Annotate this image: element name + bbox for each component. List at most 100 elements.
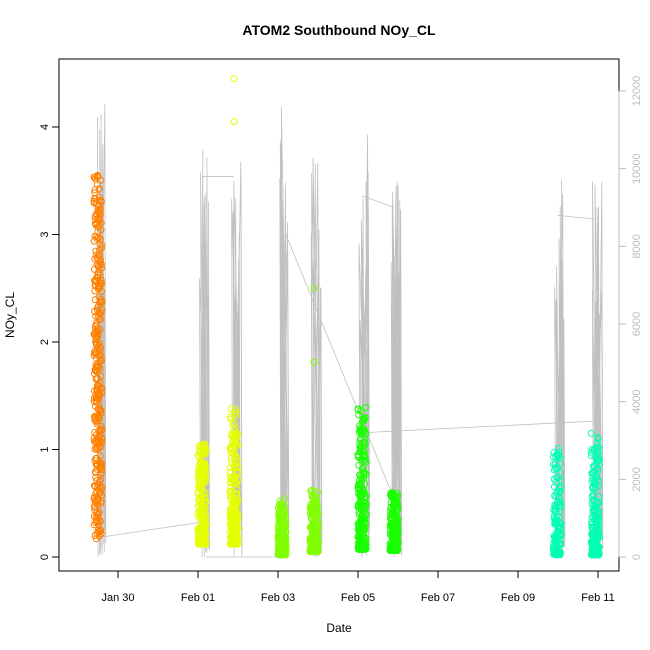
data-point xyxy=(390,547,398,554)
data-point xyxy=(95,433,103,441)
y-tick-label: 3 xyxy=(39,231,51,237)
data-point xyxy=(587,538,595,546)
data-point xyxy=(96,299,104,307)
data-point xyxy=(227,505,235,513)
data-point xyxy=(360,468,367,476)
data-point xyxy=(590,490,598,498)
data-point xyxy=(309,527,317,535)
data-point xyxy=(202,498,210,506)
data-point xyxy=(231,479,239,487)
data-point xyxy=(555,452,562,460)
data-point xyxy=(92,394,100,402)
altitude-connector xyxy=(362,420,596,434)
data-point xyxy=(98,280,106,288)
data-point xyxy=(356,436,364,444)
data-point xyxy=(97,462,105,470)
data-point xyxy=(306,547,314,555)
data-point xyxy=(361,456,369,464)
y-tick-label: 2 xyxy=(39,339,51,345)
x-axis-label: Date xyxy=(326,621,352,635)
data-point xyxy=(550,449,558,457)
data-point xyxy=(552,549,560,557)
data-point xyxy=(92,210,100,218)
y-tick-label: 4 xyxy=(39,124,51,130)
data-point xyxy=(94,271,102,279)
data-point xyxy=(93,173,101,180)
data-point xyxy=(97,176,105,184)
data-point xyxy=(307,487,315,495)
data-point xyxy=(98,425,106,433)
data-point xyxy=(91,232,99,240)
data-point xyxy=(588,446,596,454)
data-point xyxy=(552,546,560,554)
data-point xyxy=(357,444,364,452)
data-point xyxy=(97,344,105,352)
data-point xyxy=(282,521,290,529)
x-tick-label: Feb 01 xyxy=(181,592,215,604)
data-point xyxy=(92,339,100,347)
data-point xyxy=(98,439,106,446)
data-point xyxy=(557,532,565,539)
data-point xyxy=(197,511,205,518)
data-point xyxy=(230,118,238,126)
data-point xyxy=(275,507,283,515)
data-point xyxy=(593,439,601,447)
data-point xyxy=(232,408,239,416)
data-point xyxy=(308,525,316,533)
data-point xyxy=(556,501,564,509)
data-point xyxy=(387,491,394,498)
data-point xyxy=(95,359,103,367)
x-tick-label: Feb 05 xyxy=(341,592,375,604)
x-tick-label: Feb 11 xyxy=(581,592,614,604)
y-tick-label: 1 xyxy=(39,446,51,452)
data-point xyxy=(356,517,364,525)
data-point xyxy=(390,490,397,498)
data-point xyxy=(594,514,602,522)
data-point xyxy=(228,432,236,440)
data-point xyxy=(90,197,98,205)
data-point xyxy=(275,504,282,512)
data-point xyxy=(393,514,400,522)
data-point xyxy=(557,476,565,484)
data-point xyxy=(95,193,103,201)
altitude-trace xyxy=(97,104,604,558)
data-point xyxy=(201,525,209,533)
data-point xyxy=(232,436,239,444)
data-point xyxy=(555,535,563,543)
data-point xyxy=(390,540,398,548)
data-point xyxy=(200,449,208,457)
data-point xyxy=(387,530,394,538)
data-point xyxy=(197,459,205,466)
data-point xyxy=(226,468,234,476)
data-point xyxy=(196,538,204,546)
data-point xyxy=(233,522,241,530)
data-point xyxy=(90,265,98,273)
data-point xyxy=(95,401,103,409)
altitude-flight-trace xyxy=(279,106,290,558)
data-point xyxy=(553,450,561,458)
data-point xyxy=(233,500,240,508)
data-point xyxy=(227,448,235,456)
altitude-flight-trace xyxy=(310,157,323,558)
data-point xyxy=(97,244,105,252)
x-axis: Jan 30 Feb 01 Feb 03 Feb 05 Feb 07 Feb 09 Feb … xyxy=(101,570,615,604)
data-point xyxy=(232,431,240,439)
data-point xyxy=(594,451,601,459)
data-point xyxy=(555,518,563,526)
data-point xyxy=(96,452,104,460)
data-point xyxy=(93,509,101,517)
data-point xyxy=(201,490,209,498)
data-point xyxy=(314,517,321,525)
data-point xyxy=(274,551,282,558)
data-point xyxy=(227,496,235,504)
data-point xyxy=(92,402,99,410)
data-point xyxy=(97,276,105,284)
data-point xyxy=(198,503,206,511)
data-point xyxy=(95,495,102,503)
data-point xyxy=(233,456,241,464)
data-point xyxy=(360,517,368,525)
data-point xyxy=(228,457,236,465)
data-point xyxy=(95,363,103,371)
altitude-connector xyxy=(361,195,395,208)
data-point xyxy=(313,534,321,542)
